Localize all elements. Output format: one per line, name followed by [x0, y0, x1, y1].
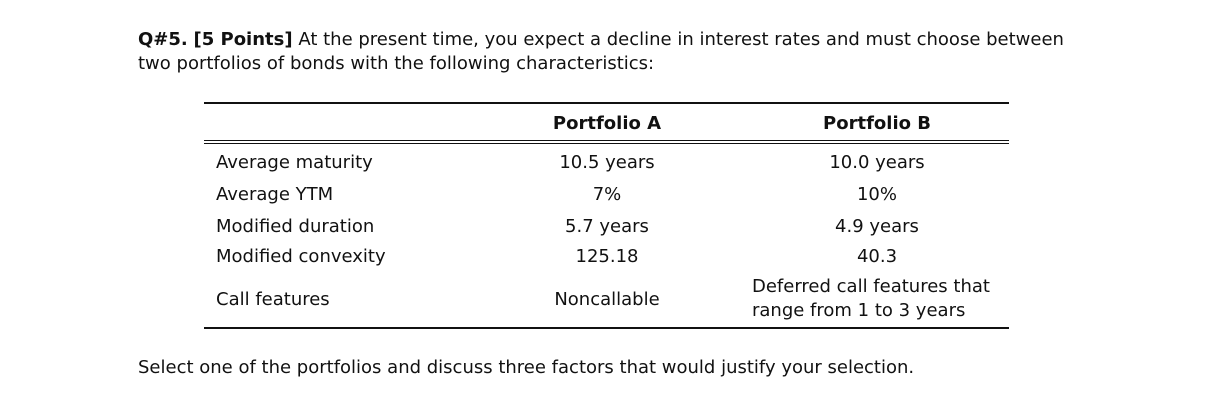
row-label: Call features: [216, 289, 330, 310]
header-portfolio-b: Portfolio B: [823, 113, 931, 134]
table-top-rule: [204, 102, 1009, 104]
cell-portfolio-b-line2: range from 1 to 3 years: [752, 300, 966, 321]
table-bottom-rule: [204, 327, 1009, 329]
table-body: Average maturity 10.5 years 10.0 years A…: [204, 144, 1009, 327]
table-row: Modified convexity 125.18 40.3: [204, 241, 1009, 273]
cell-portfolio-b: 4.9 years: [835, 216, 919, 237]
cell-portfolio-b: 10.0 years: [829, 152, 925, 173]
table-row: Call features Noncallable Deferred call …: [204, 274, 1009, 326]
question-points: [5 Points]: [193, 29, 293, 50]
table-row: Average YTM 7% 10%: [204, 179, 1009, 211]
table-row: Modified duration 5.7 years 4.9 years: [204, 211, 1009, 243]
table-header-double-rule: [204, 140, 1009, 144]
cell-portfolio-a: 7%: [592, 184, 622, 205]
row-label: Modified duration: [216, 216, 375, 237]
cell-portfolio-a: Noncallable: [554, 289, 660, 310]
cell-portfolio-a: 125.18: [575, 246, 639, 267]
table-header-row: Portfolio A Portfolio B: [204, 104, 1009, 140]
closing-instruction: Select one of the portfolios and discuss…: [138, 357, 915, 378]
cell-portfolio-a: 5.7 years: [565, 216, 649, 237]
question-number: Q#5.: [138, 29, 188, 50]
question-text: Q#5. [5 Points] At the present time, you…: [138, 28, 1098, 76]
cell-portfolio-a: 10.5 years: [559, 152, 655, 173]
cell-portfolio-b: Deferred call features that range from 1…: [752, 275, 1002, 323]
row-label: Modified convexity: [216, 246, 386, 267]
question-body: At the present time, you expect a declin…: [138, 29, 1064, 74]
cell-portfolio-b: 10%: [856, 184, 897, 205]
table-row: Average maturity 10.5 years 10.0 years: [204, 147, 1009, 179]
row-label: Average YTM: [216, 184, 334, 205]
portfolio-table: Portfolio A Portfolio B Average maturity…: [204, 102, 1009, 329]
header-portfolio-a: Portfolio A: [552, 113, 662, 134]
cell-portfolio-b: 40.3: [856, 246, 898, 267]
row-label: Average maturity: [216, 152, 373, 173]
cell-portfolio-b-line1: Deferred call features that: [752, 276, 990, 297]
